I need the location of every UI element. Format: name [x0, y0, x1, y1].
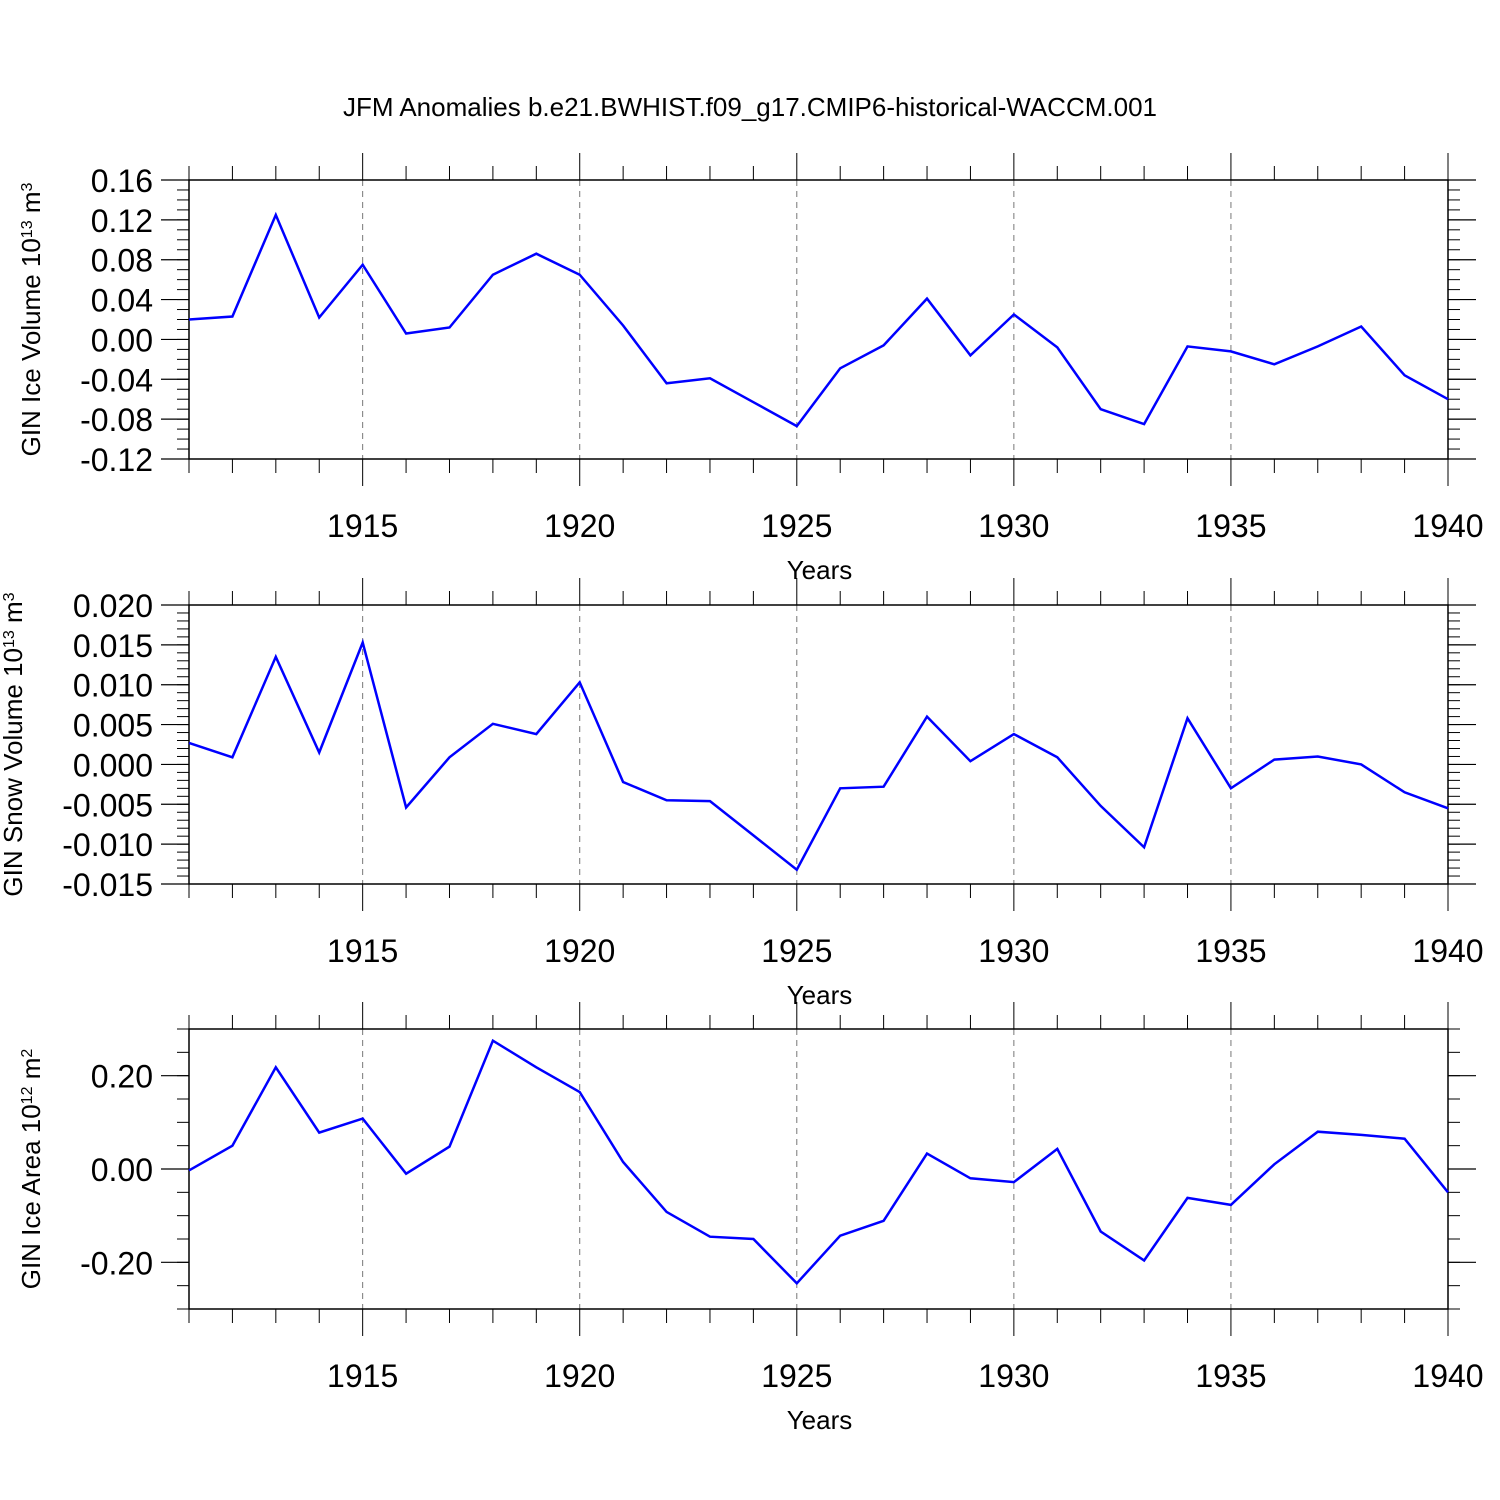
panel-3: 0.20 0.00 -0.20 1915 1920 1925 1930 1935 1940 Yea…	[16, 1002, 1484, 1435]
y-tick-label: 0.00	[91, 322, 153, 358]
y-tick-label: 0.12	[91, 203, 153, 239]
y-tick-label: -0.20	[80, 1245, 153, 1281]
series-line	[188, 211, 1449, 428]
x-tick-label: 1915	[327, 1358, 398, 1394]
x-tick-label: 1940	[1412, 508, 1483, 544]
x-tick-label: 1935	[1195, 508, 1266, 544]
y-tick-label: 0.015	[73, 628, 153, 664]
x-tick-label: 1930	[978, 933, 1049, 969]
x-tick-label: 1925	[761, 1358, 832, 1394]
x-tick-label: 1915	[327, 508, 398, 544]
x-axis-label: Years	[787, 980, 853, 1010]
y-axis-label: GIN Ice Area 1012 m2	[16, 1049, 46, 1290]
y-tick-label: -0.04	[80, 362, 153, 398]
x-tick-label: 1935	[1195, 1358, 1266, 1394]
y-tick-label: 0.08	[91, 243, 153, 279]
x-tick-label: 1940	[1412, 933, 1483, 969]
y-tick-label: -0.015	[62, 867, 153, 903]
y-axis-label: GIN Snow Volume 1013 m3	[0, 592, 28, 896]
chart-title: JFM Anomalies b.e21.BWHIST.f09_g17.CMIP6…	[343, 92, 1157, 122]
x-tick-label: 1925	[761, 508, 832, 544]
x-tick-label: 1930	[978, 1358, 1049, 1394]
x-tick-label: 1915	[327, 933, 398, 969]
y-tick-label: 0.000	[73, 747, 153, 783]
y-axis-label: GIN Ice Volume 1013 m3	[16, 182, 46, 456]
x-tick-label: 1940	[1412, 1358, 1483, 1394]
x-tick-label: 1920	[544, 1358, 615, 1394]
y-tick-label: 0.00	[91, 1152, 153, 1188]
x-tick-label: 1925	[761, 933, 832, 969]
x-axis-label: Years	[787, 555, 853, 585]
x-tick-label: 1920	[544, 508, 615, 544]
plot-frame	[188, 1028, 1449, 1310]
y-tick-label: 0.04	[91, 283, 153, 319]
series-line	[188, 638, 1449, 872]
y-tick-label: -0.010	[62, 827, 153, 863]
x-tick-label: 1920	[544, 933, 615, 969]
panel-1: 0.16 0.12 0.08 0.040.00 -0.04 -0.08 -0.12 1915 1…	[16, 153, 1484, 585]
x-tick-label: 1930	[978, 508, 1049, 544]
plot-frame	[188, 604, 1449, 885]
y-tick-label: 0.16	[91, 163, 153, 199]
y-tick-label: 0.020	[73, 588, 153, 624]
y-tick-label: 0.005	[73, 708, 153, 744]
y-tick-label: -0.08	[80, 402, 153, 438]
y-tick-label: 0.20	[91, 1059, 153, 1095]
plot-frame	[188, 179, 1449, 460]
x-axis-label: Years	[787, 1405, 853, 1435]
y-tick-label: 0.010	[73, 668, 153, 704]
series-line	[188, 1038, 1449, 1286]
x-tick-label: 1935	[1195, 933, 1266, 969]
y-tick-label: -0.005	[62, 787, 153, 823]
y-tick-label: -0.12	[80, 442, 153, 478]
